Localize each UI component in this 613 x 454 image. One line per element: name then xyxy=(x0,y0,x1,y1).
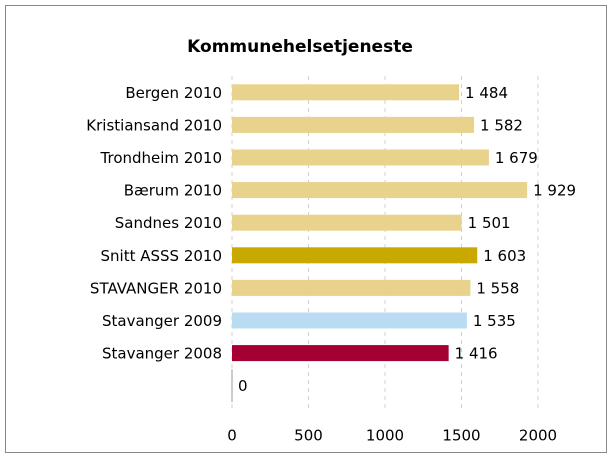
chart-title: Kommunehelsetjeneste xyxy=(187,37,413,57)
value-label: 1 929 xyxy=(533,182,576,200)
x-tick-label: 1000 xyxy=(366,427,404,445)
bar xyxy=(232,84,460,101)
y-tick-label: Kristiansand 2010 xyxy=(86,116,222,134)
y-tick-label: Stavanger 2009 xyxy=(102,312,222,330)
y-tick-label: Stavanger 2008 xyxy=(102,345,222,363)
x-tick-label: 1500 xyxy=(442,427,480,445)
x-tick-label: 2000 xyxy=(519,427,557,445)
bar xyxy=(232,149,489,166)
value-label: 1 416 xyxy=(455,345,498,363)
value-label: 1 535 xyxy=(473,312,516,330)
bar xyxy=(232,182,528,199)
y-tick-label: Snitt ASSS 2010 xyxy=(101,247,223,265)
value-label: 1 679 xyxy=(495,149,538,167)
bar xyxy=(232,279,471,296)
bar xyxy=(232,345,449,362)
x-tick-label: 500 xyxy=(294,427,323,445)
y-tick-label: Sandnes 2010 xyxy=(115,214,222,232)
value-label: 1 582 xyxy=(480,116,523,134)
value-label: 1 484 xyxy=(465,84,508,102)
y-tick-label: Trondheim 2010 xyxy=(100,149,222,167)
value-label: 1 558 xyxy=(476,279,519,297)
value-label: 1 603 xyxy=(483,247,526,265)
bar xyxy=(232,214,462,231)
bar xyxy=(232,116,475,133)
x-tick-label: 0 xyxy=(227,427,237,445)
value-label: 0 xyxy=(238,377,248,395)
y-tick-label: Bærum 2010 xyxy=(124,182,222,200)
value-label: 1 501 xyxy=(468,214,511,232)
y-tick-label: STAVANGER 2010 xyxy=(90,279,222,297)
y-tick-label: Bergen 2010 xyxy=(125,84,222,102)
bar xyxy=(232,312,467,329)
bar xyxy=(232,247,478,264)
